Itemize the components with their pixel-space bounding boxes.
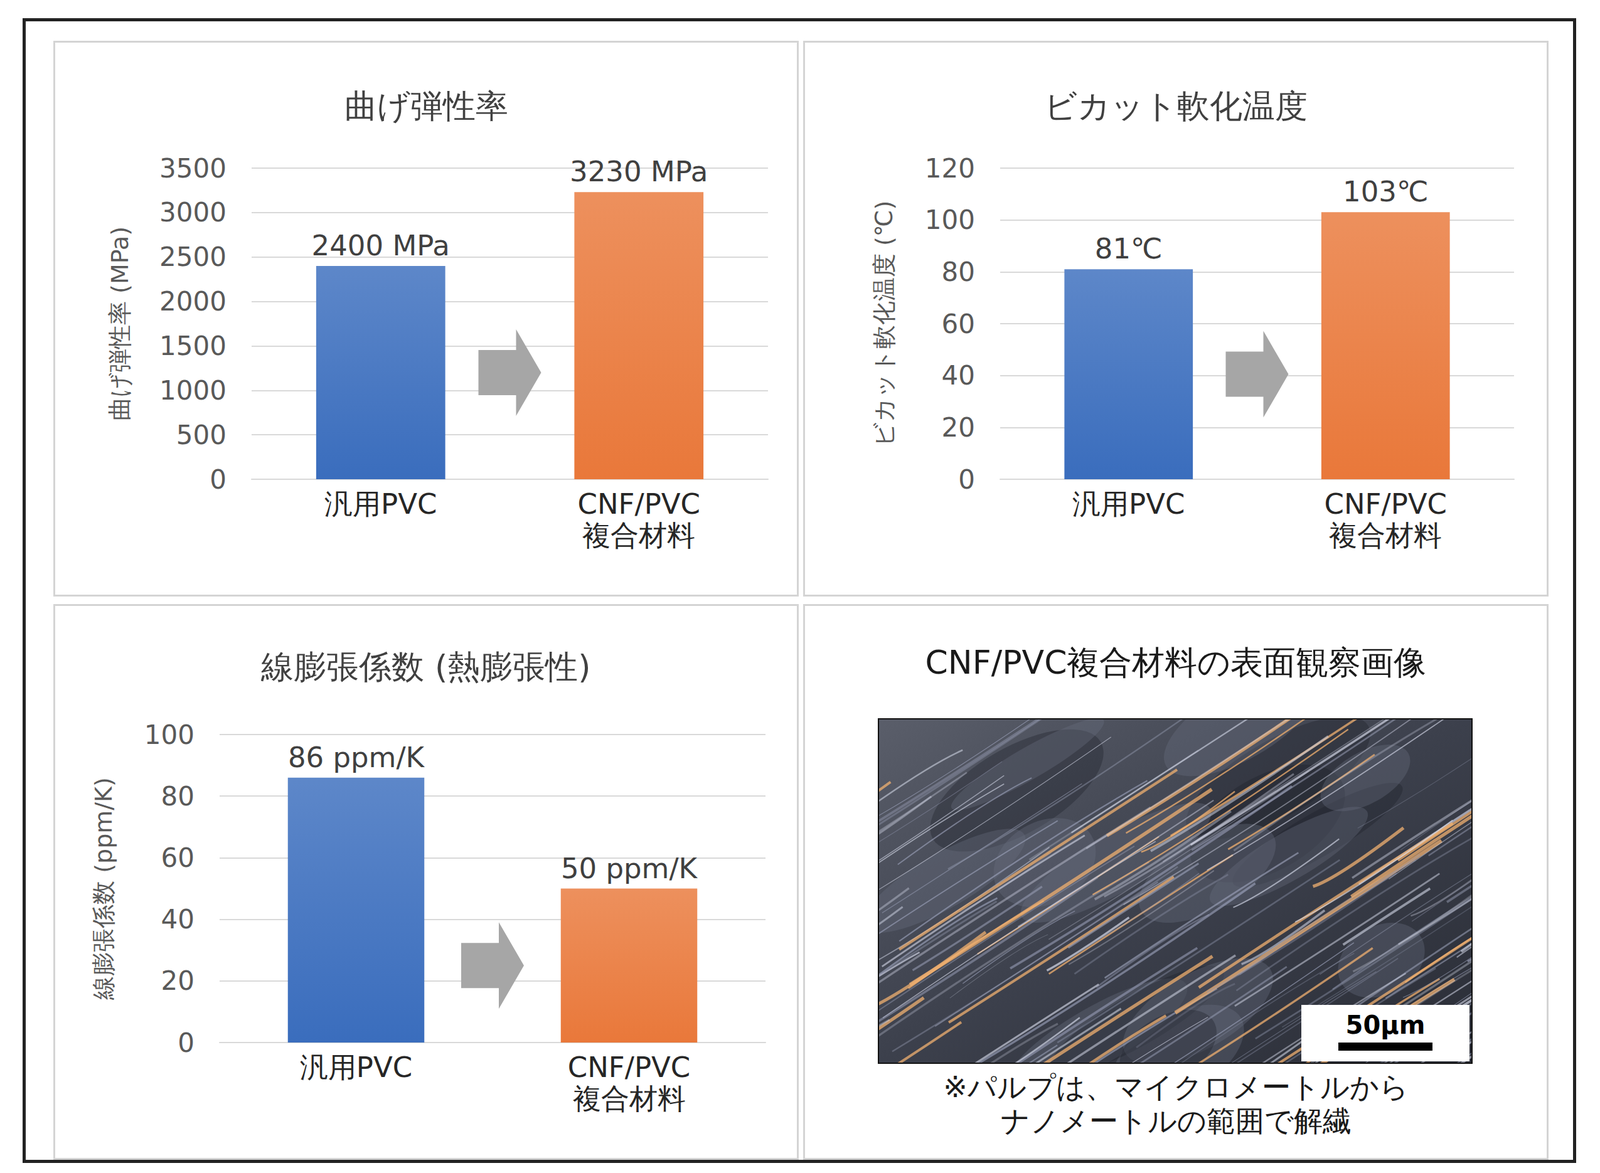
svg-text:ビカット軟化温度 (℃): ビカット軟化温度 (℃) — [870, 200, 898, 447]
svg-text:81℃: 81℃ — [1094, 232, 1163, 266]
svg-text:CNF/PVC: CNF/PVC — [567, 1050, 691, 1085]
svg-text:1000: 1000 — [159, 375, 227, 406]
svg-text:複合材料: 複合材料 — [572, 1082, 686, 1116]
svg-text:100: 100 — [144, 719, 195, 751]
svg-text:1500: 1500 — [159, 330, 227, 362]
svg-text:80: 80 — [941, 256, 976, 288]
svg-text:80: 80 — [161, 781, 195, 812]
svg-text:線膨張係数 (ppm/K): 線膨張係数 (ppm/K) — [89, 777, 118, 1001]
svg-text:0: 0 — [177, 1027, 195, 1059]
svg-text:曲げ弾性率 (MPa): 曲げ弾性率 (MPa) — [106, 226, 134, 422]
svg-text:ビカット軟化温度: ビカット軟化温度 — [1044, 87, 1308, 125]
svg-text:120: 120 — [924, 153, 976, 184]
svg-text:40: 40 — [161, 904, 195, 935]
svg-text:40: 40 — [941, 360, 976, 391]
svg-text:汎用PVC: 汎用PVC — [299, 1050, 413, 1085]
svg-text:103℃: 103℃ — [1342, 175, 1429, 209]
svg-text:複合材料: 複合材料 — [1328, 518, 1442, 553]
html-text:※パルプは、マイクロメートルから ナノメートルの範囲で解繊: ※パルプは、マイクロメートルから ナノメートルの範囲で解繊 — [943, 1070, 1409, 1139]
svg-text:複合材料: 複合材料 — [582, 518, 696, 553]
svg-text:60: 60 — [941, 308, 976, 340]
svg-text:86 ppm/K: 86 ppm/K — [288, 741, 426, 775]
html-text:CNF/PVC複合材料の表面観察画像: CNF/PVC複合材料の表面観察画像 — [925, 643, 1427, 682]
svg-text:3230 MPa: 3230 MPa — [569, 154, 708, 189]
svg-text:汎用PVC: 汎用PVC — [1072, 487, 1185, 521]
svg-text:3500: 3500 — [159, 153, 227, 184]
svg-text:曲げ弾性率: 曲げ弾性率 — [344, 87, 509, 125]
svg-text:20: 20 — [161, 965, 195, 997]
svg-text:線膨張係数 (熱膨張性): 線膨張係数 (熱膨張性) — [260, 648, 591, 686]
svg-text:CNF/PVC: CNF/PVC — [577, 487, 701, 521]
svg-text:0: 0 — [958, 464, 976, 496]
svg-text:2500: 2500 — [159, 241, 227, 273]
svg-text:2000: 2000 — [159, 286, 227, 317]
svg-text:60: 60 — [161, 842, 195, 874]
svg-text:50μm: 50μm — [1345, 1010, 1426, 1040]
svg-text:50 ppm/K: 50 ppm/K — [560, 852, 699, 886]
svg-text:500: 500 — [176, 419, 227, 451]
svg-text:CNF/PVC: CNF/PVC — [1324, 487, 1447, 521]
svg-text:汎用PVC: 汎用PVC — [324, 487, 437, 521]
svg-text:100: 100 — [924, 204, 976, 236]
svg-text:20: 20 — [941, 412, 976, 443]
svg-text:0: 0 — [209, 464, 227, 496]
svg-text:3000: 3000 — [159, 197, 227, 228]
svg-text:2400 MPa: 2400 MPa — [311, 229, 450, 263]
